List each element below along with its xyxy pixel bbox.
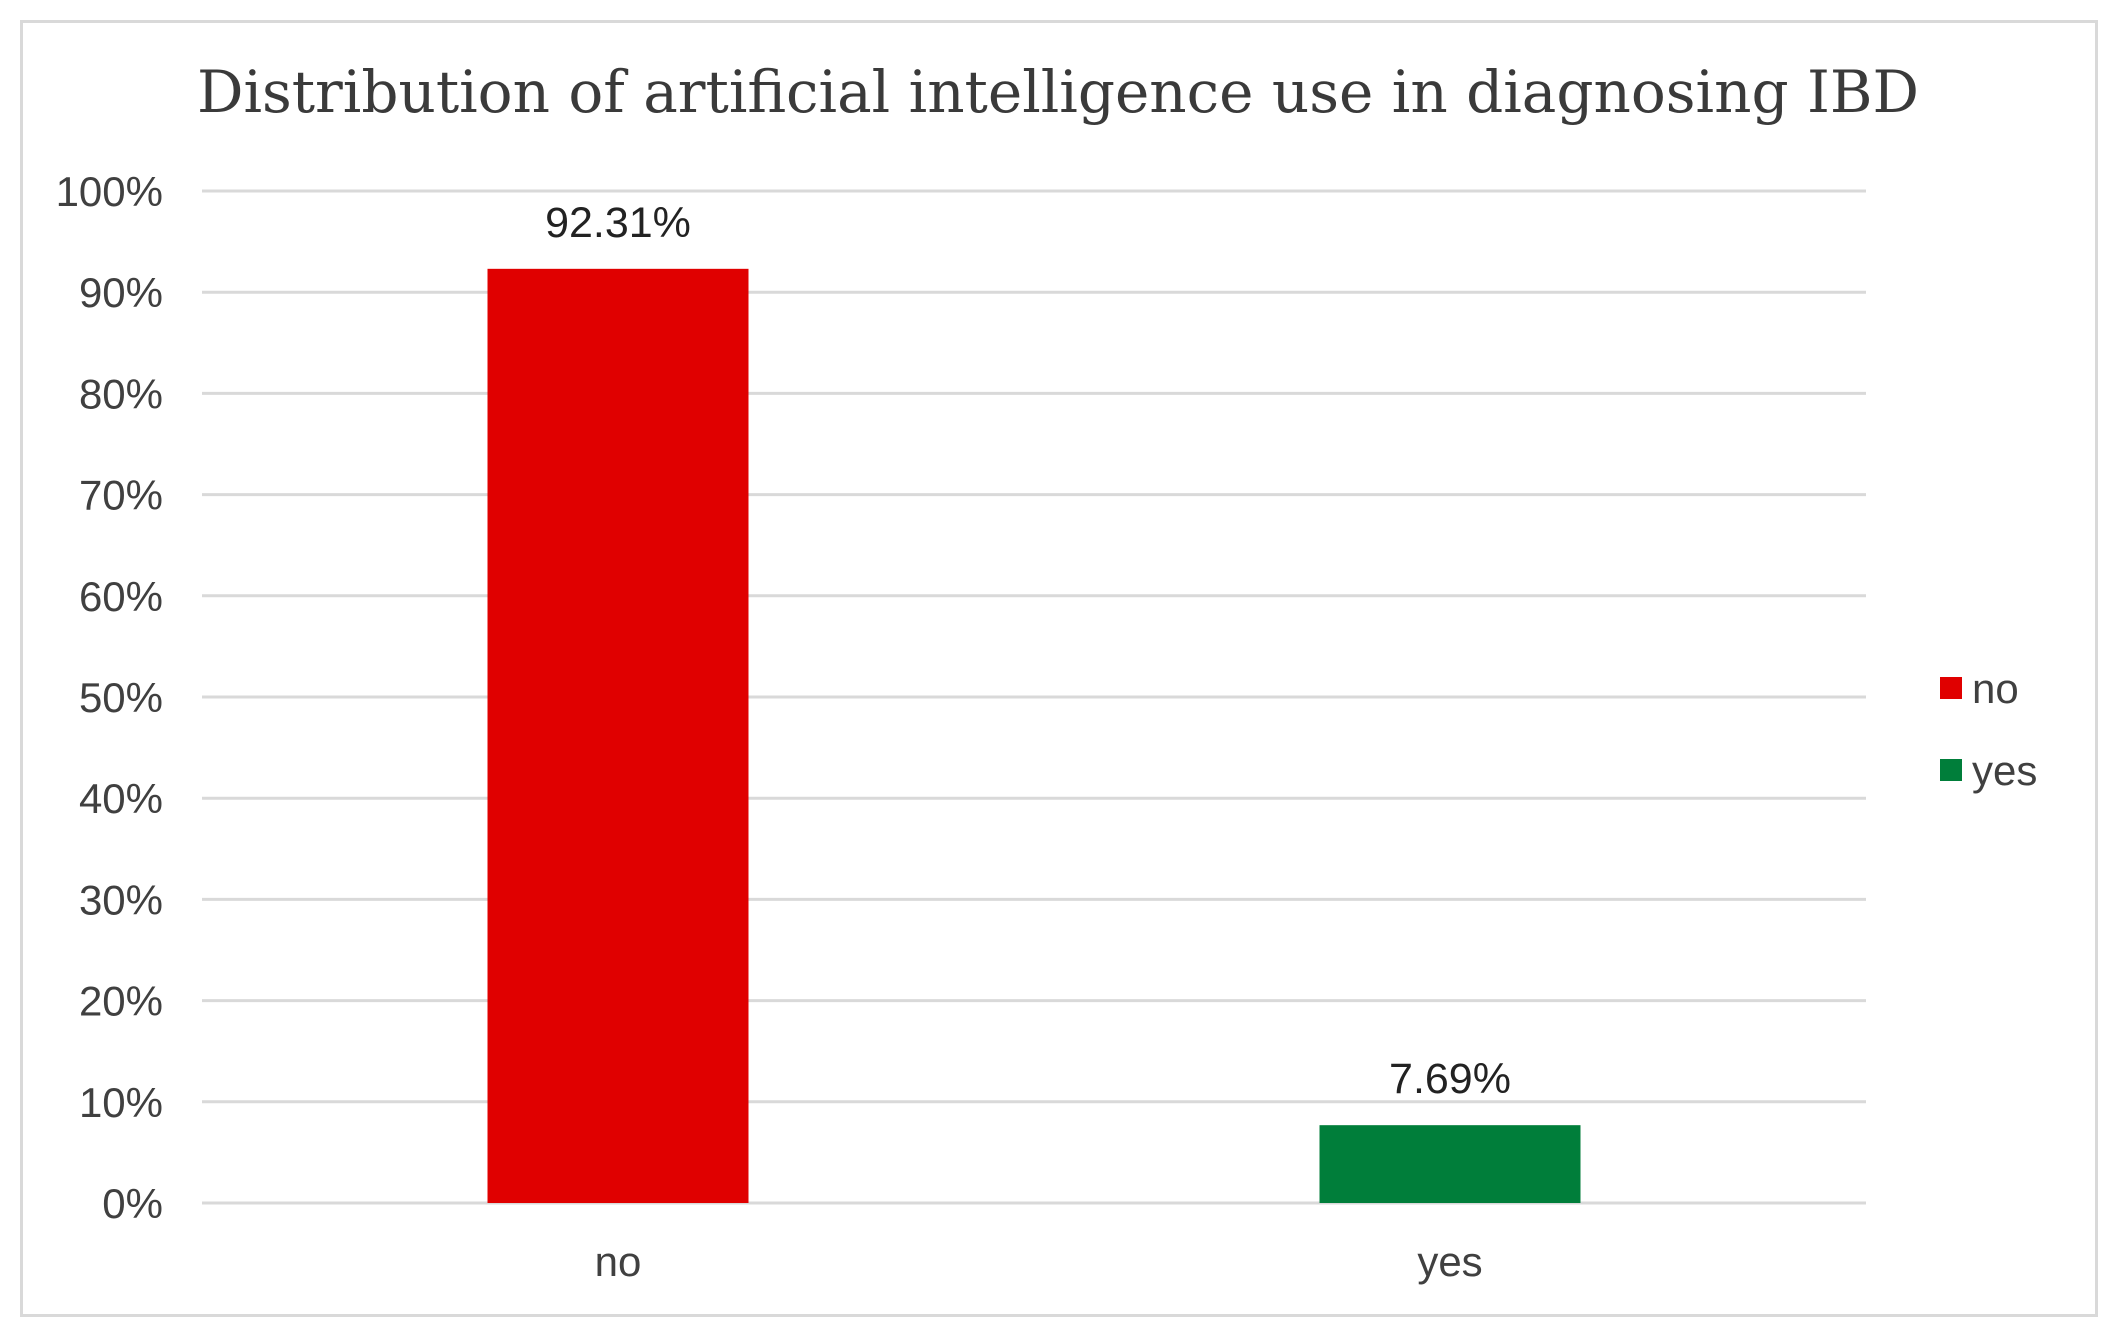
chart-title: Distribution of artificial intelligence … bbox=[197, 58, 1919, 126]
legend-swatch-no bbox=[1940, 677, 1962, 699]
legend: no yes bbox=[1940, 665, 2037, 794]
y-tick-label: 40% bbox=[79, 775, 163, 822]
data-labels: 92.31% 7.69% bbox=[545, 199, 1511, 1103]
y-axis-ticks: 0% 10% 20% 30% 40% 50% 60% 70% 80% 90% 100% bbox=[56, 168, 163, 1227]
y-tick-label: 70% bbox=[79, 472, 163, 519]
gridlines bbox=[202, 189, 1866, 1205]
bar-yes bbox=[1319, 1125, 1581, 1203]
y-tick-label: 60% bbox=[79, 573, 163, 620]
y-tick-label: 10% bbox=[79, 1079, 163, 1126]
y-tick-label: 50% bbox=[79, 674, 163, 721]
y-tick-label: 90% bbox=[79, 269, 163, 316]
bar-no bbox=[487, 268, 749, 1203]
legend-label-no: no bbox=[1972, 665, 2019, 712]
category-label-no: no bbox=[595, 1238, 642, 1285]
category-label-yes: yes bbox=[1417, 1238, 1482, 1285]
y-tick-label: 100% bbox=[56, 168, 163, 215]
legend-label-yes: yes bbox=[1972, 747, 2037, 794]
y-tick-label: 30% bbox=[79, 876, 163, 923]
data-label-yes: 7.69% bbox=[1389, 1055, 1511, 1103]
data-label-no: 92.31% bbox=[545, 199, 691, 247]
y-tick-label: 20% bbox=[79, 978, 163, 1025]
bars bbox=[487, 268, 1581, 1203]
legend-swatch-yes bbox=[1940, 759, 1962, 781]
x-axis-categories: no yes bbox=[595, 1238, 1483, 1285]
y-tick-label: 80% bbox=[79, 370, 163, 417]
y-tick-label: 0% bbox=[102, 1180, 163, 1227]
